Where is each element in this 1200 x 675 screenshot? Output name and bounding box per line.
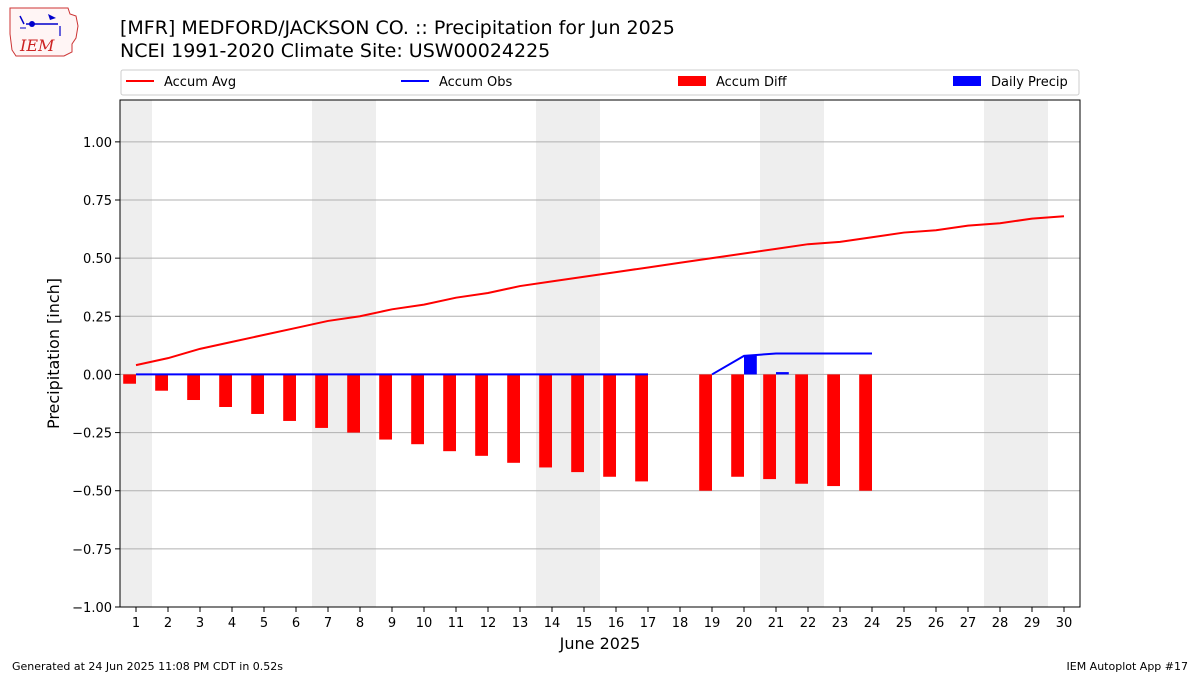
x-tick-label: 19: [704, 616, 721, 631]
x-tick-label: 7: [324, 616, 332, 631]
x-tick-label: 8: [356, 616, 364, 631]
series-lines: [135, 215, 1065, 376]
accum-diff-bar: [859, 374, 872, 491]
x-tick-label: 30: [1056, 616, 1073, 631]
x-tick-label: 15: [576, 616, 593, 631]
accum-obs-line: [711, 352, 872, 376]
x-tick-label: 13: [512, 616, 529, 631]
accum-diff-bar: [635, 374, 648, 482]
chart-title: [MFR] MEDFORD/JACKSON CO. :: Precipitati…: [120, 17, 675, 39]
legend-label: Daily Precip: [991, 75, 1068, 90]
x-tick-label: 4: [228, 616, 236, 631]
y-tick-label: 0.50: [83, 252, 112, 267]
accum-diff-bar: [443, 374, 456, 452]
x-tick-label: 28: [992, 616, 1009, 631]
y-tick-label: 0.75: [83, 194, 112, 209]
x-tick-label: 14: [544, 616, 561, 631]
accum-diff-bar: [763, 374, 776, 480]
y-tick-label: 0.00: [83, 368, 112, 383]
x-tick-label: 20: [736, 616, 753, 631]
y-tick-label: 1.00: [83, 136, 112, 151]
accum-diff-bar: [283, 374, 296, 421]
accum-diff-bar: [379, 374, 392, 440]
bars: [123, 355, 872, 491]
x-tick-label: 16: [608, 616, 625, 631]
accum-diff-bar: [475, 374, 488, 456]
x-tick-label: 6: [292, 616, 300, 631]
accum-diff-bar: [539, 374, 552, 468]
axes: −1.00 −0.75 −0.50 −0.25 0.00 0.25 0.50 0.75 1.00…: [44, 99, 1081, 653]
x-tick-label: 17: [640, 616, 657, 631]
accum-diff-bar: [219, 374, 232, 407]
legend-box: [120, 69, 1080, 96]
x-tick-label: 24: [864, 616, 881, 631]
accum-diff-bar: [251, 374, 264, 414]
accum-diff-bar: [411, 374, 424, 445]
plot-background: [120, 100, 1048, 607]
x-tick-label: 25: [896, 616, 913, 631]
x-tick-label: 11: [448, 616, 465, 631]
x-axis-label: June 2025: [559, 634, 641, 653]
x-tick-label: 23: [832, 616, 849, 631]
legend-label: Accum Diff: [716, 75, 788, 90]
accum-diff-bar: [123, 374, 136, 384]
x-tick-label: 3: [196, 616, 204, 631]
x-tick-label: 18: [672, 616, 689, 631]
x-tick-label: 12: [480, 616, 497, 631]
accum-diff-bar: [315, 374, 328, 428]
legend: Accum Avg Accum Obs Accum Diff Daily Precip: [120, 69, 1080, 96]
generated-timestamp: Generated at 24 Jun 2025 11:08 PM CDT in…: [12, 660, 284, 673]
accum-diff-bar: [603, 374, 616, 477]
legend-swatch: [678, 76, 706, 86]
x-tick-label: 2: [164, 616, 172, 631]
x-tick-label: 10: [416, 616, 433, 631]
weekend-band: [984, 100, 1048, 607]
legend-label: Accum Obs: [439, 75, 512, 90]
legend-label: Accum Avg: [164, 75, 236, 90]
accum-diff-bar: [507, 374, 520, 463]
x-tick-label: 29: [1024, 616, 1041, 631]
weekend-band: [312, 100, 376, 607]
x-tick-label: 27: [960, 616, 977, 631]
app-credit: IEM Autoplot App #17: [1066, 660, 1189, 673]
y-tick-label: −0.25: [72, 427, 112, 442]
accum-diff-bar: [827, 374, 840, 487]
accum-diff-bar: [347, 374, 360, 433]
y-axis-label: Precipitation [inch]: [44, 278, 63, 429]
daily-precip-bar: [744, 355, 757, 375]
y-tick-label: 0.25: [83, 310, 112, 325]
x-tick-label: 26: [928, 616, 945, 631]
x-tick-label: 9: [388, 616, 396, 631]
y-tick-label: −1.00: [72, 601, 112, 616]
accum-diff-bar: [187, 374, 200, 401]
accum-diff-bar: [571, 374, 584, 473]
legend-swatch: [953, 76, 981, 86]
y-tick-label: −0.50: [72, 485, 112, 500]
x-tick-label: 21: [768, 616, 785, 631]
plot-frame: [119, 99, 1081, 608]
weekend-band: [536, 100, 600, 607]
x-tick-label: 5: [260, 616, 268, 631]
accum-diff-bar: [699, 374, 712, 491]
logo-text: IEM: [19, 36, 55, 55]
accum-avg-line: [135, 215, 1065, 367]
x-tick-label: 1: [132, 616, 140, 631]
accum-diff-bar: [155, 374, 168, 391]
accum-diff-bar: [795, 374, 808, 484]
iem-logo-icon: IEM: [9, 7, 79, 57]
weekend-band: [120, 100, 152, 607]
chart-subtitle: NCEI 1991-2020 Climate Site: USW00024225: [120, 40, 551, 62]
daily-precip-bar: [776, 372, 789, 375]
y-tick-label: −0.75: [72, 543, 112, 558]
x-tick-label: 22: [800, 616, 817, 631]
accum-diff-bar: [731, 374, 744, 477]
